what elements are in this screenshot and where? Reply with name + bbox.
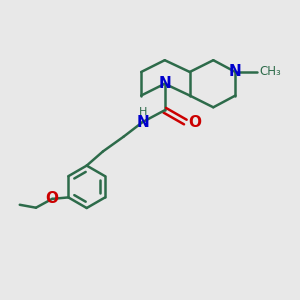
Text: N: N: [158, 76, 171, 91]
Text: CH₃: CH₃: [259, 65, 281, 79]
Text: N: N: [229, 64, 242, 80]
Text: H: H: [139, 107, 147, 117]
Text: N: N: [136, 115, 149, 130]
Text: O: O: [46, 191, 59, 206]
Text: O: O: [188, 115, 201, 130]
